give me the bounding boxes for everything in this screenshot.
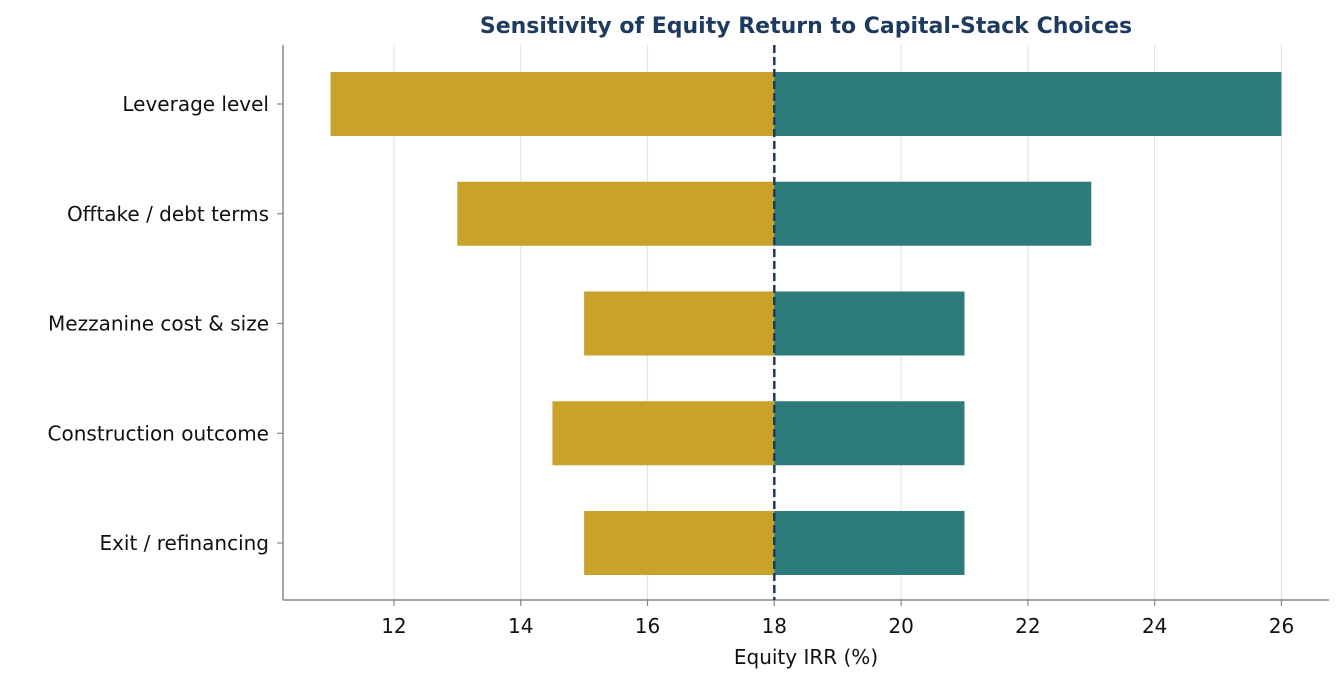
bar-upside bbox=[774, 511, 965, 575]
bar-downside bbox=[584, 291, 775, 356]
y-tick-label: Exit / refinancing bbox=[99, 531, 269, 555]
x-tick-label: 18 bbox=[762, 614, 787, 638]
y-tick-label: Offtake / debt terms bbox=[67, 202, 269, 226]
x-tick-label: 24 bbox=[1142, 614, 1167, 638]
bar-downside bbox=[552, 401, 775, 466]
y-tick-label: Leverage level bbox=[122, 92, 269, 116]
y-tick-label: Mezzanine cost & size bbox=[48, 312, 269, 336]
bar-downside bbox=[457, 181, 775, 246]
y-tick-label: Construction outcome bbox=[48, 421, 269, 445]
x-tick-label: 16 bbox=[635, 614, 660, 638]
x-ticks: 12 14 16 18 20 22 24 26 bbox=[381, 600, 1294, 638]
x-tick-label: 22 bbox=[1015, 614, 1040, 638]
x-tick-label: 26 bbox=[1269, 614, 1294, 638]
x-tick-label: 20 bbox=[888, 614, 913, 638]
y-ticks: Leverage level Offtake / debt terms Mezzan… bbox=[48, 92, 283, 555]
bar-downside bbox=[330, 72, 775, 136]
bar-upside bbox=[774, 181, 1092, 246]
chart-title: Sensitivity of Equity Return to Capital-… bbox=[480, 14, 1132, 39]
bar-upside bbox=[774, 72, 1282, 136]
x-tick-label: 14 bbox=[508, 614, 533, 638]
x-tick-label: 12 bbox=[381, 614, 406, 638]
bars bbox=[330, 72, 1282, 575]
x-axis-label: Equity IRR (%) bbox=[734, 645, 878, 669]
bar-upside bbox=[774, 291, 965, 356]
bar-downside bbox=[584, 511, 775, 575]
bar-upside bbox=[774, 401, 965, 466]
